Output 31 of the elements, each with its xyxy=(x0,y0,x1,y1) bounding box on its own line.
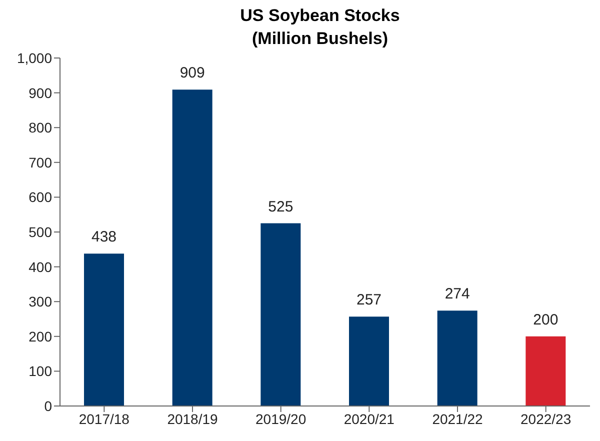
bar xyxy=(526,336,566,406)
y-tick-label: 0 xyxy=(44,398,52,414)
x-tick-label: 2018/19 xyxy=(167,410,218,427)
bar xyxy=(260,223,301,406)
y-tick-label: 500 xyxy=(28,224,52,240)
data-label: 274 xyxy=(444,286,470,303)
data-label: 525 xyxy=(268,198,294,216)
bar xyxy=(84,254,124,406)
chart-title: US Soybean Stocks xyxy=(239,5,401,27)
x-tick-label: 2020/21 xyxy=(344,410,395,427)
bar xyxy=(437,310,478,406)
y-tick-label: 700 xyxy=(28,154,52,170)
y-tick-label: 300 xyxy=(28,294,52,310)
chart-subtitle: (Million Bushels) xyxy=(251,28,389,50)
x-tick-label: 2021/22 xyxy=(432,410,484,427)
y-tick-label: 200 xyxy=(28,328,52,344)
data-label: 257 xyxy=(356,292,382,309)
data-label: 909 xyxy=(180,64,205,82)
bar xyxy=(349,316,389,406)
y-tick-label: 800 xyxy=(28,120,52,136)
x-tick-label: 2019/20 xyxy=(256,410,306,427)
x-tick-label: 2022/23 xyxy=(520,410,572,427)
y-tick-label: 900 xyxy=(28,84,52,101)
y-tick-label: 100 xyxy=(28,363,52,380)
y-tick-label: 400 xyxy=(28,258,52,275)
y-tick-label: 600 xyxy=(28,189,52,206)
y-tick-label: 1,000 xyxy=(16,50,52,66)
bar xyxy=(172,90,212,406)
x-tick-label: 2017/18 xyxy=(78,410,130,427)
data-label: 200 xyxy=(533,311,558,328)
data-label: 438 xyxy=(91,228,117,246)
